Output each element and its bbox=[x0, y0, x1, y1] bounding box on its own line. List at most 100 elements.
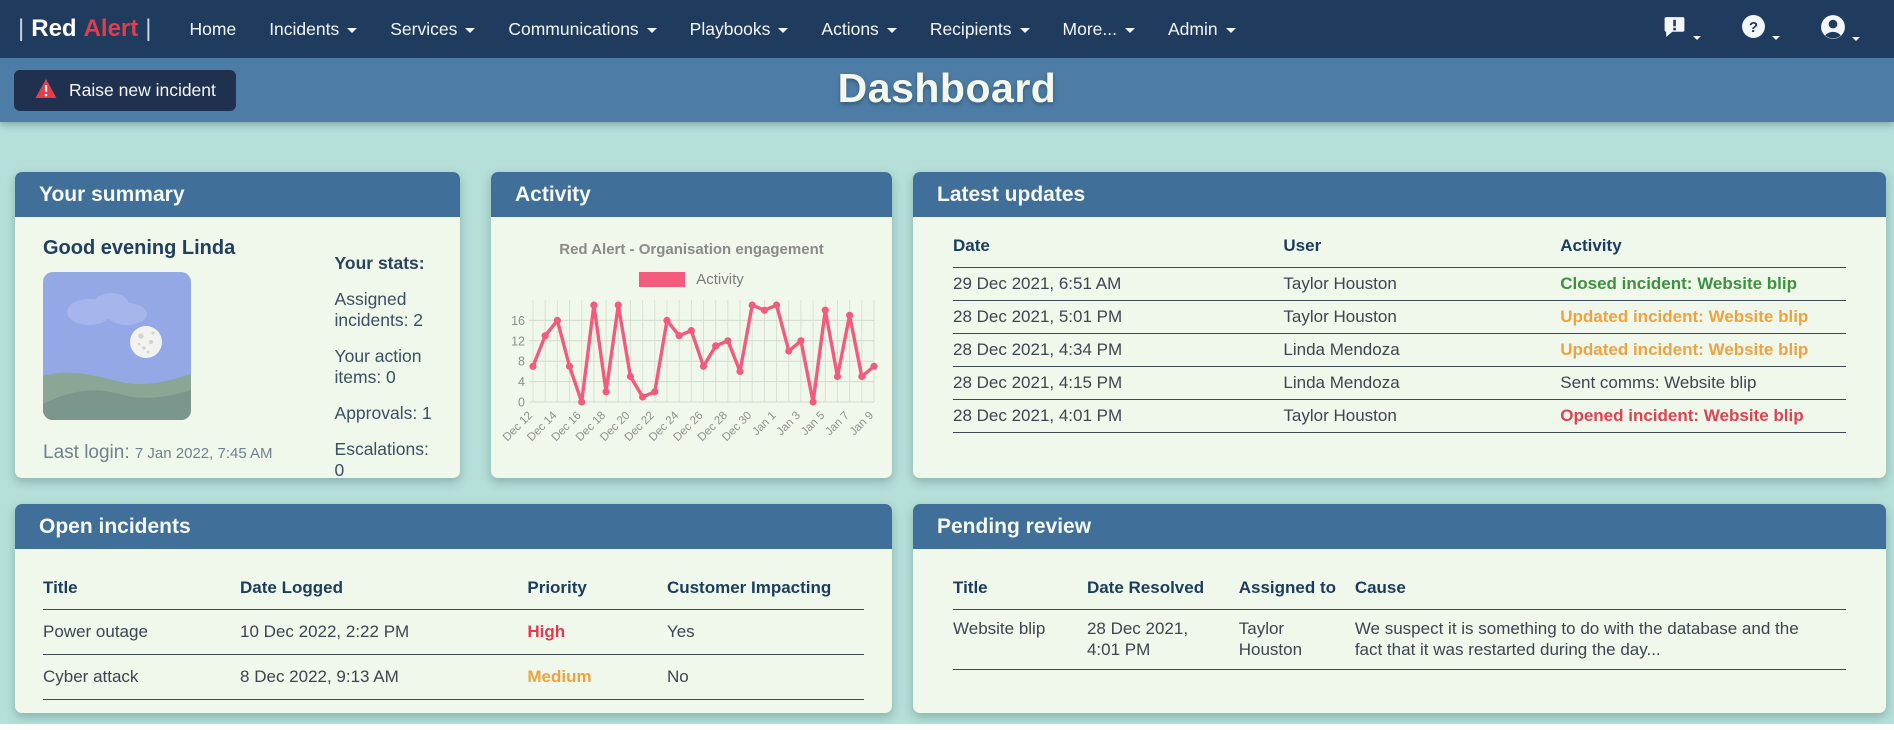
chevron-down-icon bbox=[1772, 36, 1780, 40]
nav-item-home[interactable]: Home bbox=[190, 19, 237, 40]
top-navbar: | Red Alert | Home Incidents Services Commu… bbox=[0, 0, 1894, 58]
nav-item-services[interactable]: Services bbox=[390, 19, 476, 40]
update-activity-cell: Opened incident: Website blip bbox=[1560, 399, 1846, 433]
account-menu[interactable] bbox=[1820, 14, 1860, 45]
nav-item-communications[interactable]: Communications bbox=[508, 18, 657, 40]
update-user-cell: Taylor Houston bbox=[1283, 267, 1561, 301]
help-menu[interactable]: ? bbox=[1741, 14, 1780, 44]
svg-text:0: 0 bbox=[518, 396, 525, 410]
nav-item-recipients[interactable]: Recipients bbox=[930, 19, 1030, 40]
logo-red: Red bbox=[31, 15, 77, 42]
nav-item-label: Communications bbox=[508, 18, 639, 39]
column-header: Priority bbox=[527, 549, 667, 610]
nav-item-incidents[interactable]: Incidents bbox=[269, 19, 358, 40]
chevron-down-icon bbox=[1852, 36, 1860, 41]
table-row: 28 Dec 2021, 4:01 PM Taylor Houston Opened… bbox=[953, 399, 1846, 433]
navbar-icon-group: ? bbox=[1662, 14, 1876, 45]
main-nav: Home Incidents Services Communications Playb… bbox=[190, 19, 1236, 40]
nav-item-label: Recipients bbox=[929, 18, 1012, 39]
last-login: Last login: 7 Jan 2022, 7:45 AM bbox=[43, 442, 273, 464]
incident-date-cell: 8 Dec 2022, 9:13 AM bbox=[240, 654, 528, 700]
table-header-row: Date User Activity bbox=[953, 217, 1846, 268]
nav-item-label: More... bbox=[1062, 18, 1117, 39]
incident-title-cell: Cyber attack bbox=[43, 654, 241, 700]
stat-item: Assigned incidents: 2 bbox=[334, 289, 424, 330]
table-row: 29 Dec 2021, 6:51 AM Taylor Houston Closed… bbox=[953, 267, 1846, 301]
pending-review-table: Title Date Resolved Assigned to Cause Websi… bbox=[953, 549, 1846, 671]
chevron-down-icon bbox=[1225, 27, 1236, 33]
your-summary-card-title: Your summary bbox=[15, 172, 460, 217]
review-date-cell: 28 Dec 2021, 4:01 PM bbox=[1086, 609, 1239, 671]
update-date-cell: 29 Dec 2021, 6:51 AM bbox=[953, 267, 1284, 301]
incident-priority-cell: High bbox=[527, 609, 667, 655]
svg-text:?: ? bbox=[1749, 19, 1758, 36]
column-header: Assigned to bbox=[1238, 549, 1355, 610]
table-header-row: Title Date Resolved Assigned to Cause bbox=[953, 549, 1846, 610]
column-header: Title bbox=[953, 549, 1087, 610]
nav-item-more[interactable]: More... bbox=[1063, 19, 1135, 40]
legend-swatch-activity bbox=[639, 272, 686, 287]
feedback-bubble-icon bbox=[1662, 14, 1687, 44]
table-row: 28 Dec 2021, 4:34 PM Linda Mendoza Updated… bbox=[953, 333, 1846, 367]
open-incidents-card: Open incidents Title Date Logged Priority C… bbox=[15, 504, 892, 713]
page-title: Dashboard bbox=[837, 65, 1057, 111]
nav-item-playbooks[interactable]: Playbooks bbox=[690, 19, 789, 40]
activity-card: Activity Red Alert - Organisation engage… bbox=[491, 172, 892, 478]
your-summary-card: Your summary Good evening Linda bbox=[15, 172, 460, 480]
column-header: Title bbox=[43, 549, 241, 610]
raise-new-incident-button[interactable]: Raise new incident bbox=[14, 70, 236, 111]
svg-text:Jan 9: Jan 9 bbox=[848, 410, 876, 438]
update-user-cell: Taylor Houston bbox=[1283, 300, 1561, 334]
chevron-down-icon bbox=[1693, 36, 1701, 40]
nav-item-actions[interactable]: Actions bbox=[821, 18, 897, 40]
pending-review-card: Pending review Title Date Resolved Assigne… bbox=[913, 504, 1886, 713]
last-login-value: 7 Jan 2022, 7:45 AM bbox=[134, 445, 273, 462]
update-activity-cell: Updated incident: Website blip bbox=[1560, 300, 1846, 334]
incident-impacting-cell: Yes bbox=[666, 609, 864, 655]
update-user-cell: Linda Mendoza bbox=[1283, 333, 1561, 367]
greeting-text: Good evening Linda bbox=[43, 237, 236, 259]
incident-priority-cell: Medium bbox=[527, 654, 667, 700]
stat-item: Approvals: 1 bbox=[334, 403, 432, 423]
activity-card-title: Activity bbox=[491, 172, 892, 217]
update-date-cell: 28 Dec 2021, 4:01 PM bbox=[953, 399, 1284, 433]
column-header: Activity bbox=[1560, 217, 1846, 268]
chevron-down-icon bbox=[1019, 27, 1030, 33]
legend-label-activity: Activity bbox=[696, 271, 744, 288]
stats-title: Your stats: bbox=[334, 253, 425, 273]
svg-text:Jan 1: Jan 1 bbox=[750, 410, 778, 438]
update-user-cell: Taylor Houston bbox=[1283, 399, 1561, 433]
nav-item-label: Actions bbox=[821, 18, 879, 39]
update-date-cell: 28 Dec 2021, 4:15 PM bbox=[953, 366, 1284, 400]
column-header: User bbox=[1283, 217, 1561, 268]
update-user-cell: Linda Mendoza bbox=[1283, 366, 1561, 400]
incident-impacting-cell: No bbox=[666, 654, 864, 700]
account-icon bbox=[1820, 14, 1846, 45]
svg-text:16: 16 bbox=[511, 314, 525, 328]
chart-legend: Activity bbox=[491, 271, 892, 288]
page-header-band: Raise new incident Dashboard bbox=[0, 58, 1894, 122]
chevron-down-icon bbox=[886, 27, 897, 33]
table-row: 28 Dec 2021, 5:01 PM Taylor Houston Update… bbox=[953, 300, 1846, 334]
column-header: Cause bbox=[1354, 549, 1846, 610]
stats-column: Your stats: Assigned incidents: 2 Your ac… bbox=[335, 231, 432, 496]
latest-updates-table: Date User Activity 29 Dec 2021, 6:51 AM Tay… bbox=[953, 217, 1846, 433]
nav-item-admin[interactable]: Admin bbox=[1168, 19, 1236, 40]
incident-date-cell: 10 Dec 2022, 2:22 PM bbox=[240, 609, 528, 655]
open-incidents-card-title: Open incidents bbox=[15, 504, 892, 549]
column-header: Date Resolved bbox=[1086, 549, 1239, 610]
feedback-menu[interactable] bbox=[1662, 14, 1701, 44]
nav-item-label: Home bbox=[189, 18, 237, 39]
warning-triangle-icon bbox=[34, 78, 58, 104]
svg-text:4: 4 bbox=[518, 375, 525, 389]
svg-text:Jan 7: Jan 7 bbox=[823, 410, 851, 438]
logo-pipe-left: | bbox=[18, 15, 25, 42]
logo-alert: Alert bbox=[83, 15, 139, 42]
app-logo[interactable]: | Red Alert | bbox=[18, 15, 152, 43]
latest-updates-card: Latest updates Date User Activity 29 Dec 2… bbox=[913, 172, 1886, 478]
table-header-row: Title Date Logged Priority Customer Impacti… bbox=[43, 549, 864, 610]
last-login-label: Last login: bbox=[43, 442, 130, 463]
latest-updates-card-title: Latest updates bbox=[913, 172, 1886, 217]
table-row: 28 Dec 2021, 4:15 PM Linda Mendoza Sent co… bbox=[953, 366, 1846, 400]
